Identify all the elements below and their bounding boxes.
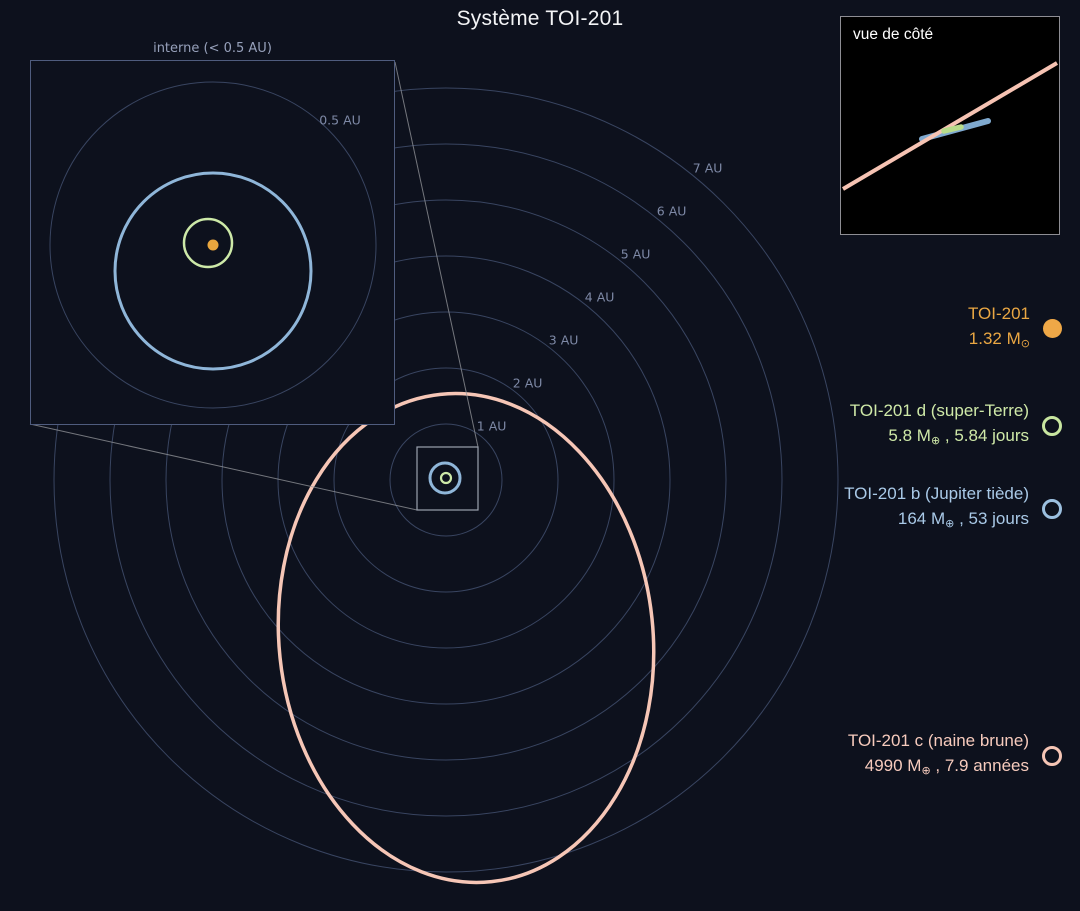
sun-mass-symbol: ⊙ xyxy=(1020,337,1030,350)
orbit-d-inset xyxy=(182,217,234,269)
orbit-c-edge-on xyxy=(841,61,1059,191)
inset-half-au-ring xyxy=(49,81,377,409)
inset-connector-line-top xyxy=(394,61,479,448)
distance-ring-label-4au: 4 AU xyxy=(584,289,615,305)
distance-ring-label-1au: 1 AU xyxy=(476,418,507,434)
distance-ring-label-2au: 2 AU xyxy=(512,375,543,391)
side-view-title: vue de côté xyxy=(853,26,934,43)
orbit-b-main xyxy=(428,461,462,495)
earth-mass-symbol: ⊕ xyxy=(930,434,941,447)
distance-ring-6au xyxy=(109,143,783,817)
inner-inset-title: interne (< 0.5 AU) xyxy=(153,41,272,56)
side-view-plot xyxy=(841,61,1059,191)
distance-rings-group xyxy=(53,87,839,873)
legend-c-mass: 4990 M⊕ , 7.9 années xyxy=(864,756,1029,777)
distance-ring-3au xyxy=(277,311,615,649)
inner-system-indicator-box xyxy=(416,446,479,511)
distance-ring-5au xyxy=(165,199,727,761)
half-au-ring-label: 0.5 AU xyxy=(319,112,361,128)
legend-b-name: TOI-201 b (Jupiter tiède) xyxy=(844,484,1029,503)
legend-d-text: TOI-201 d (super-Terre) 5.8 M⊕ , 5.84 jo… xyxy=(850,398,1029,453)
legend-c-name: TOI-201 c (naine brune) xyxy=(847,731,1029,750)
legend-star-mass: 1.32 M⊙ xyxy=(968,329,1030,350)
inner-system-inset: 0.5 AU xyxy=(30,60,395,425)
earth-mass-symbol: ⊕ xyxy=(945,517,955,530)
side-view-inset: vue de côté xyxy=(840,16,1060,235)
distance-ring-7au xyxy=(53,87,839,873)
page-title: Système TOI-201 xyxy=(456,7,624,30)
planet-d-marker-icon xyxy=(1042,415,1062,436)
legend-d-mass: 5.8 M⊕ , 5.84 jours xyxy=(888,426,1029,447)
star-dot xyxy=(207,239,219,251)
orbit-d-main xyxy=(439,471,453,485)
inset-connector-line-bottom xyxy=(29,423,418,511)
legend-d-name: TOI-201 d (super-Terre) xyxy=(849,401,1029,420)
star-marker-icon xyxy=(1043,319,1062,338)
legend-item-planet-b: TOI-201 b (Jupiter tiède) 164 M⊕ , 53 jo… xyxy=(844,481,1062,536)
distance-ring-label-3au: 3 AU xyxy=(548,332,579,348)
legend-b-text: TOI-201 b (Jupiter tiède) 164 M⊕ , 53 jo… xyxy=(844,481,1029,536)
legend-b-mass: 164 M⊕ , 53 jours xyxy=(897,509,1029,530)
planet-b-marker-icon xyxy=(1042,498,1062,519)
distance-ring-label-5au: 5 AU xyxy=(620,246,651,262)
legend-star-name: TOI-201 xyxy=(967,304,1030,323)
distance-ring-label-7au: 7 AU xyxy=(692,160,723,176)
legend-item-planet-c: TOI-201 c (naine brune) 4990 M⊕ , 7.9 an… xyxy=(848,728,1062,783)
orbit-b-inset xyxy=(113,171,313,371)
earth-mass-symbol: ⊕ xyxy=(921,764,931,777)
legend-star-text: TOI-201 1.32 M⊙ xyxy=(968,301,1030,356)
distance-ring-2au xyxy=(333,367,559,593)
legend-item-planet-d: TOI-201 d (super-Terre) 5.8 M⊕ , 5.84 jo… xyxy=(850,398,1062,453)
orbit-c-ellipse xyxy=(276,391,656,885)
distance-ring-1au xyxy=(389,423,503,537)
inner-inset-plot xyxy=(49,81,377,409)
planet-c-marker-icon xyxy=(1042,745,1062,766)
legend-item-star: TOI-201 1.32 M⊙ xyxy=(968,301,1062,356)
distance-ring-4au xyxy=(221,255,671,705)
legend-c-text: TOI-201 c (naine brune) 4990 M⊕ , 7.9 an… xyxy=(848,728,1029,783)
orbit-d-edge-on xyxy=(941,124,964,134)
distance-ring-label-6au: 6 AU xyxy=(656,203,687,219)
